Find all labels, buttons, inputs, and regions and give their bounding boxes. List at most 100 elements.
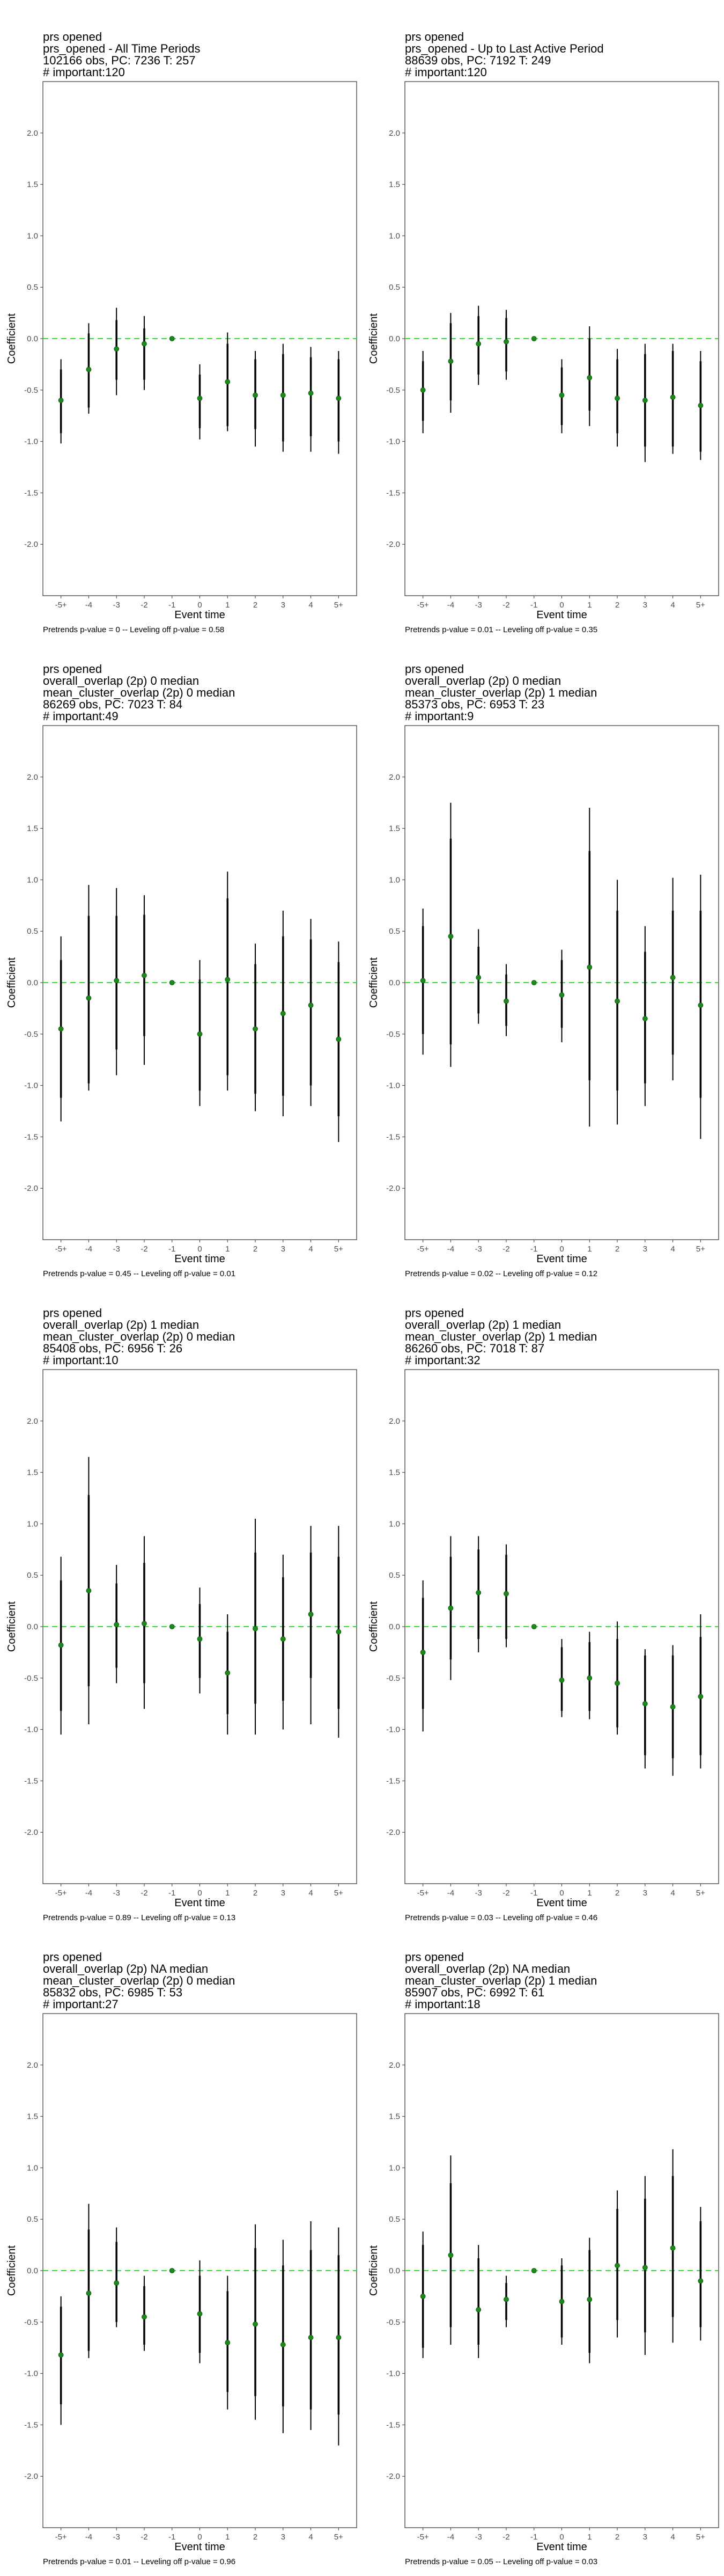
- chart-panel: prs opened overall_overlap (2p) 1 median m…: [0, 1288, 362, 1932]
- chart-title-line: # important:120: [43, 65, 125, 79]
- chart-panel: prs opened prs_opened - All Time Periods 1…: [0, 0, 362, 644]
- x-tick-label: 0: [559, 1245, 564, 1254]
- point-estimate: [169, 1624, 175, 1629]
- point-estimate: [642, 1016, 648, 1021]
- x-tick-label: 0: [197, 2533, 202, 2542]
- x-tick-label: -1: [168, 1889, 175, 1898]
- x-tick-label: -5+: [55, 1889, 67, 1898]
- x-tick-label: -5+: [417, 601, 429, 610]
- chart-title-line: # important:18: [405, 1997, 481, 2011]
- y-tick-label: 2.0: [27, 773, 38, 782]
- x-tick-label: 4: [670, 1245, 675, 1254]
- y-tick-label: 0.5: [27, 927, 38, 936]
- point-estimate: [448, 1605, 454, 1611]
- x-tick-label: -2: [503, 2533, 509, 2542]
- y-tick-label: -1.0: [386, 1725, 400, 1735]
- pvalue-note: Pretrends p-value = 0 -- Leveling off p-…: [43, 625, 225, 634]
- y-tick-label: 2.0: [389, 773, 400, 782]
- point-estimate: [670, 1704, 676, 1710]
- chart-title-line: 85373 obs, PC: 6953 T: 23: [405, 698, 545, 711]
- chart-title-line: # important:32: [405, 1353, 481, 1367]
- x-axis-label: Event time: [536, 1897, 587, 1909]
- x-tick-label: -4: [85, 2533, 92, 2542]
- x-tick-label: 0: [197, 601, 202, 610]
- x-tick-label: 3: [281, 1889, 285, 1898]
- y-tick-label: 1.5: [27, 180, 38, 189]
- y-tick-label: -2.0: [24, 540, 38, 549]
- plot-area: 2.0 1.5 1.0 0.5 0.0 -0.5 -1.0 -1.5 -2.0 -5+ -4 -3 -2…: [6, 1369, 357, 1909]
- point-estimate: [58, 1026, 64, 1032]
- y-tick-label: 0.5: [389, 1571, 400, 1580]
- point-estimate: [531, 336, 537, 341]
- chart-title-line: 85408 obs, PC: 6956 T: 26: [43, 1342, 183, 1355]
- chart-title: prs opened overall_overlap (2p) 1 median m…: [405, 1307, 597, 1366]
- x-tick-label: 3: [643, 2533, 647, 2542]
- x-tick-label: 1: [587, 1889, 592, 1898]
- chart-title: prs opened prs_opened - All Time Periods 1…: [43, 31, 201, 78]
- y-tick-label: 1.0: [27, 2163, 38, 2172]
- x-tick-label: 1: [587, 1245, 592, 1254]
- chart-title-line: 85832 obs, PC: 6985 T: 53: [43, 1986, 183, 1999]
- point-estimate: [615, 2263, 620, 2268]
- x-tick-label: 2: [615, 1889, 619, 1898]
- x-axis-label: Event time: [174, 2541, 225, 2553]
- point-estimate: [142, 1621, 147, 1627]
- point-estimate: [476, 2307, 482, 2312]
- y-axis-label: Coefficient: [6, 313, 18, 364]
- point-estimate: [114, 346, 120, 352]
- y-tick-label: -1.5: [386, 1776, 400, 1785]
- chart-title-line: overall_overlap (2p) NA median: [405, 1962, 571, 1975]
- point-estimate: [559, 1677, 565, 1683]
- chart-panel: prs opened overall_overlap (2p) 0 median m…: [362, 644, 724, 1288]
- point-estimate: [280, 1011, 286, 1016]
- point-estimate: [615, 998, 620, 1004]
- point-estimate: [169, 336, 175, 341]
- y-tick-label: -1.0: [24, 2369, 38, 2379]
- y-tick-label: -0.5: [24, 1674, 38, 1683]
- y-tick-label: -1.0: [24, 437, 38, 447]
- point-estimate: [448, 2252, 454, 2258]
- y-tick-label: 1.5: [389, 2112, 400, 2121]
- y-tick-label: -1.0: [386, 437, 400, 447]
- point-estimate: [420, 978, 426, 984]
- chart-panel: prs opened prs_opened - Up to Last Active…: [362, 0, 724, 644]
- y-tick-label: -2.0: [386, 1828, 400, 1837]
- chart-title-line: # important:49: [43, 709, 119, 723]
- pvalue-note: Pretrends p-value = 0.01 -- Leveling off…: [43, 2557, 236, 2566]
- plot-area: 2.0 1.5 1.0 0.5 0.0 -0.5 -1.0 -1.5 -2.0 -5+ -4 -3 -2…: [6, 81, 357, 621]
- point-estimate: [448, 358, 454, 364]
- y-tick-label: 0.5: [27, 283, 38, 292]
- pvalue-note: Pretrends p-value = 0.05 -- Leveling off…: [405, 2557, 598, 2566]
- y-tick-label: -2.0: [24, 2472, 38, 2481]
- y-tick-label: -2.0: [386, 540, 400, 549]
- chart-title-line: # important:9: [405, 709, 474, 723]
- x-tick-label: -4: [85, 601, 92, 610]
- point-estimate: [86, 2290, 92, 2296]
- y-axis-label: Coefficient: [368, 313, 380, 364]
- y-tick-label: -2.0: [24, 1184, 38, 1193]
- point-estimate: [114, 978, 120, 984]
- y-axis-label: Coefficient: [6, 957, 18, 1008]
- point-estimate: [253, 1626, 258, 1631]
- point-estimate: [308, 1612, 314, 1617]
- point-estimate: [86, 995, 92, 1001]
- point-estimate: [280, 2342, 286, 2347]
- x-tick-label: -3: [113, 601, 120, 610]
- x-tick-label: 4: [308, 2533, 313, 2542]
- x-tick-label: 0: [559, 2533, 564, 2542]
- chart-panel: prs opened overall_overlap (2p) NA median…: [362, 1932, 724, 2576]
- chart-title-line: mean_cluster_overlap (2p) 0 median: [43, 1974, 235, 1987]
- y-tick-label: -1.5: [386, 488, 400, 497]
- point-estimate: [280, 392, 286, 398]
- y-tick-label: 0.5: [389, 283, 400, 292]
- point-estimate: [308, 390, 314, 396]
- point-estimate: [142, 972, 147, 978]
- point-estimate: [698, 1002, 704, 1008]
- point-estimate: [642, 1701, 648, 1707]
- chart-title-line: overall_overlap (2p) NA median: [43, 1962, 209, 1975]
- pvalue-note: Pretrends p-value = 0.45 -- Leveling off…: [43, 1269, 236, 1278]
- chart-title-line: overall_overlap (2p) 1 median: [43, 1318, 200, 1331]
- point-estimate: [308, 2334, 314, 2340]
- x-tick-label: 3: [643, 601, 647, 610]
- y-tick-label: -1.5: [24, 1132, 38, 1141]
